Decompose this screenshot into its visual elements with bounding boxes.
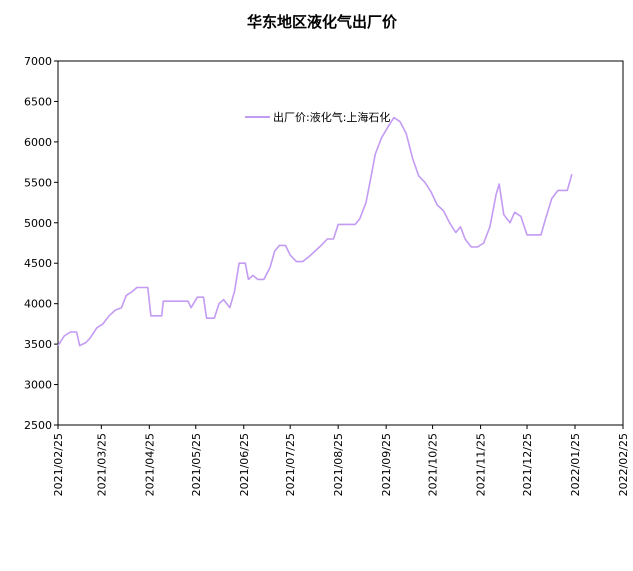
x-tick-label: 2021/09/25 [380, 433, 393, 496]
y-tick-label: 6000 [24, 136, 52, 149]
plot-area-frame [57, 60, 624, 426]
x-tick-label: 2021/05/25 [190, 433, 203, 496]
y-tick-label: 4000 [24, 298, 52, 311]
y-tick-label: 6500 [24, 95, 52, 108]
y-tick-label: 5000 [24, 217, 52, 230]
x-tick-label: 2021/12/25 [521, 433, 534, 496]
y-tick-label: 7000 [24, 55, 52, 68]
x-tick-label: 2021/02/25 [52, 433, 65, 496]
x-tick-label: 2022/01/25 [569, 433, 582, 496]
chart-title: 华东地区液化气出厂价 [247, 13, 398, 31]
x-tick-label: 2021/11/25 [475, 433, 488, 496]
x-tick-label: 2021/03/25 [95, 433, 108, 496]
y-tick-label: 3000 [24, 379, 52, 392]
y-tick-label: 4500 [24, 257, 52, 270]
series-line [57, 116, 573, 347]
x-tick-label: 2021/07/25 [284, 433, 297, 496]
y-tick-label: 5500 [24, 176, 52, 189]
legend-label: 出厂价:液化气:上海石化 [273, 110, 390, 124]
x-axis: 2021/02/25 2021/03/25 2021/04/25 2021/05/25… [52, 425, 630, 496]
x-tick-label: 2021/04/25 [143, 433, 156, 496]
legend: 出厂价:液化气:上海石化 [245, 110, 390, 124]
x-tick-label: 2022/02/25 [617, 433, 630, 496]
y-axis: 2500 3000 3500 4000 4500 5000 5500 6000 6500 7000 [24, 55, 58, 432]
x-tick-label: 2021/10/25 [427, 433, 440, 496]
series-layer [57, 116, 573, 347]
x-tick-label: 2021/08/25 [332, 433, 345, 496]
y-tick-label: 2500 [24, 419, 52, 432]
x-tick-label: 2021/06/25 [238, 433, 251, 496]
y-tick-label: 3500 [24, 338, 52, 351]
